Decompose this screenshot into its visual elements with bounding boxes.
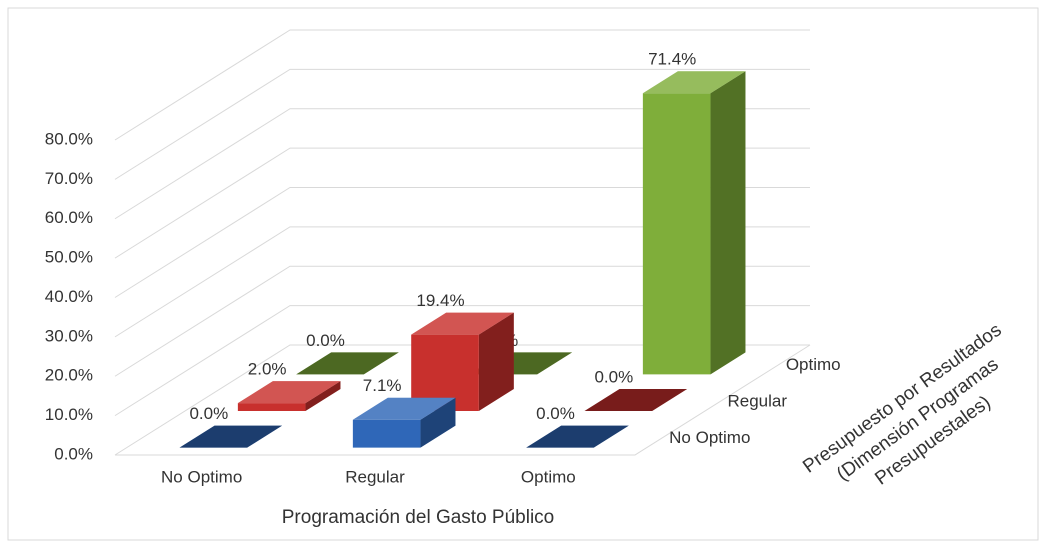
bar-top <box>296 352 399 375</box>
y-tick-label: 40.0% <box>45 287 93 306</box>
grid-line <box>114 226 810 338</box>
x-tick-label: Optimo <box>521 467 576 486</box>
bar-top <box>237 381 341 404</box>
bar <box>526 425 629 448</box>
grid-line <box>114 344 810 456</box>
bar-top <box>179 425 283 448</box>
grid-line <box>114 265 810 377</box>
bar-top-shade <box>296 352 399 375</box>
y-tick-label: 70.0% <box>45 169 93 188</box>
bar <box>352 397 456 448</box>
value-label: 0.0% <box>306 331 345 350</box>
bar-front <box>642 93 711 375</box>
bar-top-shade <box>352 397 456 420</box>
bar-top <box>584 389 688 411</box>
bar-front <box>352 419 421 448</box>
z-axis-title: Presupuesto por Resultados (Dimensión Pr… <box>799 320 1005 490</box>
bar-front <box>237 403 306 411</box>
grid-line <box>114 305 810 417</box>
value-label: 7.1% <box>363 376 402 395</box>
chart-frame <box>7 7 1039 541</box>
value-label: 0.0% <box>594 367 633 386</box>
z-tick-label: Regular <box>728 391 788 410</box>
bar-side <box>305 381 341 411</box>
grid-line <box>114 187 810 298</box>
y-tick-label: 30.0% <box>45 326 93 345</box>
value-label: 19.4% <box>416 291 464 310</box>
value-label: 0.0% <box>189 404 228 423</box>
bar <box>584 389 688 411</box>
bar-side-shade <box>305 381 341 411</box>
bar-side-shade <box>478 312 514 411</box>
x-tick-label: No Optimo <box>161 467 242 486</box>
y-tick-label: 60.0% <box>45 208 93 227</box>
value-label: 71.4% <box>648 50 696 69</box>
y-tick-label: 80.0% <box>45 129 93 148</box>
value-label: 2.0% <box>248 360 287 379</box>
floor-edge <box>115 344 811 456</box>
bar <box>642 71 746 375</box>
value-label: 0.0% <box>536 404 575 423</box>
bar-top-shade <box>237 381 341 404</box>
bar-top <box>642 71 746 94</box>
bar-side <box>710 71 746 375</box>
bar-top-shade <box>411 312 514 335</box>
grid-line <box>114 68 810 180</box>
bar-side-shade <box>420 397 456 448</box>
z-tick-label: No Optimo <box>669 428 750 447</box>
bar-top <box>411 312 514 335</box>
grid-line <box>114 108 810 220</box>
y-tick-label: 50.0% <box>45 248 93 267</box>
grid-line <box>114 29 810 141</box>
bar-top-shade <box>179 425 283 448</box>
bar-front <box>411 334 479 411</box>
bar-top-shade <box>642 71 746 94</box>
x-axis-title: Programación del Gasto Público <box>282 507 554 528</box>
bar <box>179 425 283 448</box>
bar-top-shade <box>584 389 688 411</box>
bar-top-shade <box>526 425 629 448</box>
bar <box>296 352 399 375</box>
bar <box>237 381 341 411</box>
bar-top <box>526 425 629 448</box>
grid-line <box>114 147 810 259</box>
bar <box>411 312 514 411</box>
bar-top <box>352 397 456 420</box>
bar-side <box>478 312 514 411</box>
y-tick-label: 10.0% <box>45 405 93 424</box>
bar-side-shade <box>710 71 746 375</box>
z-tick-label: Optimo <box>786 355 841 374</box>
y-tick-label: 0.0% <box>54 444 93 463</box>
bar-side <box>420 397 456 448</box>
y-tick-label: 20.0% <box>45 366 93 385</box>
x-tick-label: Regular <box>345 467 405 486</box>
